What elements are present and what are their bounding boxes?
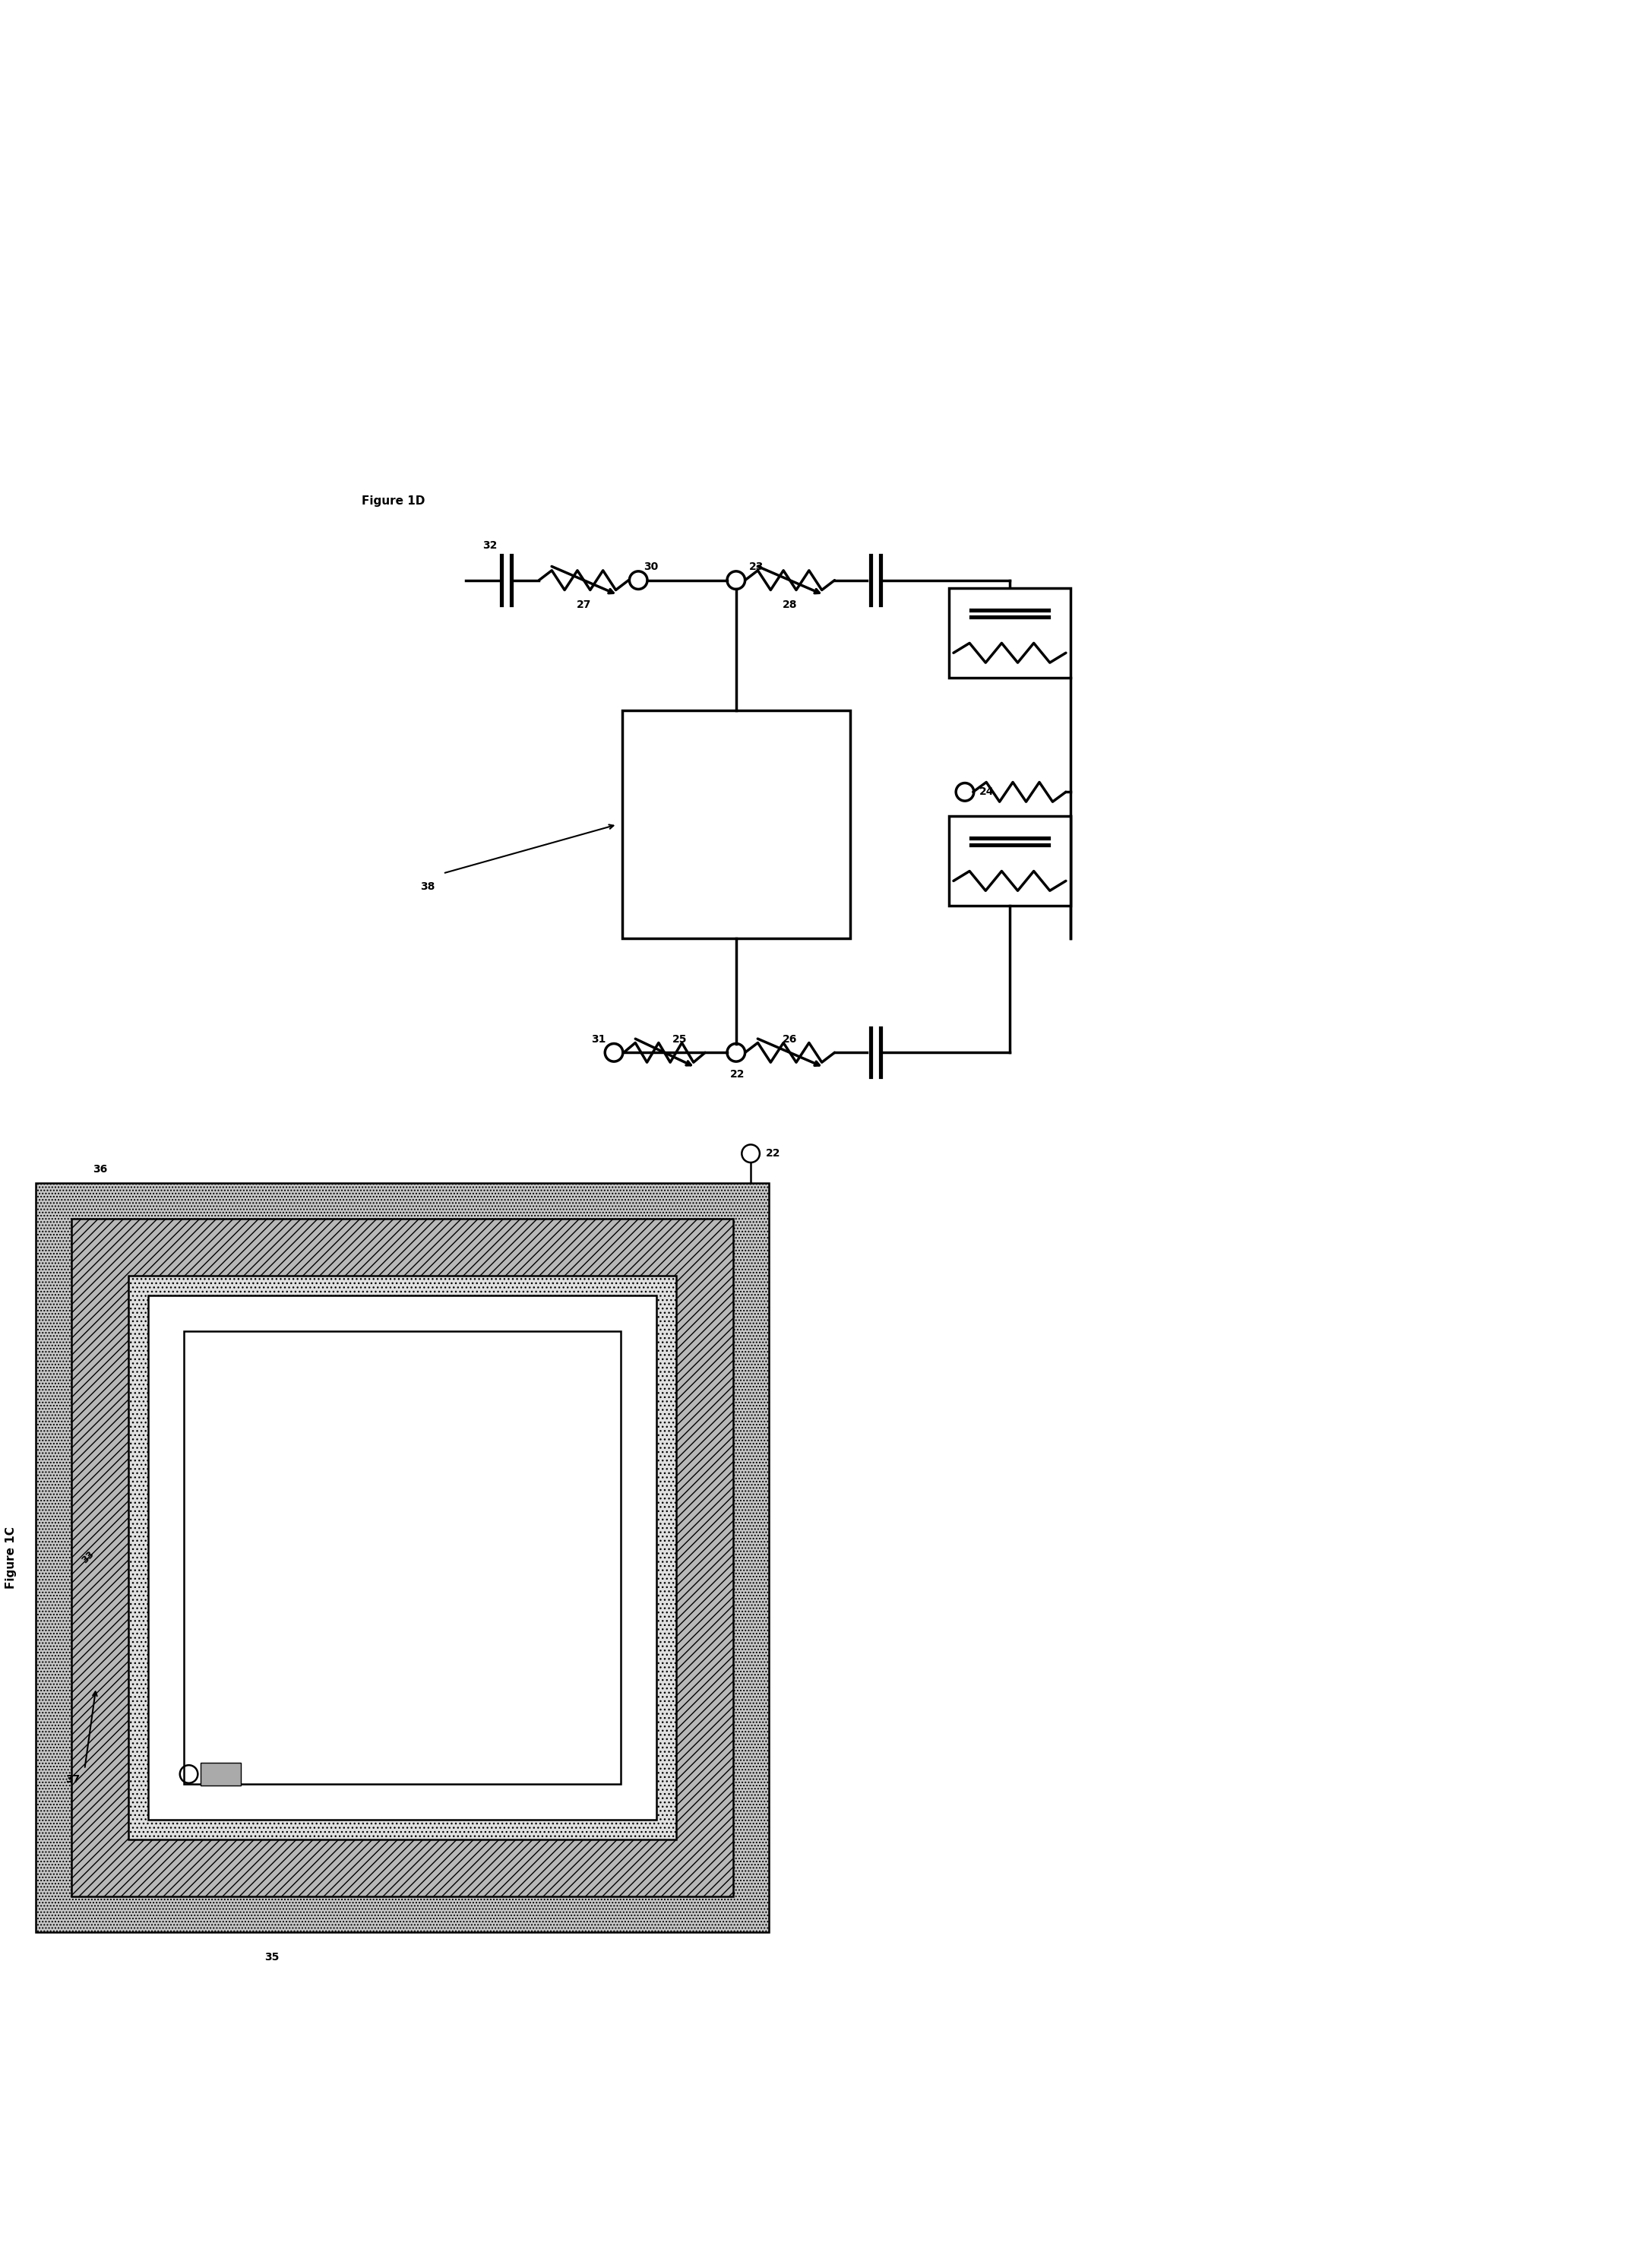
Text: 27: 27 [577,599,592,610]
Text: 36: 36 [93,1163,108,1175]
Text: 32: 32 [482,540,497,551]
Text: Figure 1C: Figure 1C [5,1526,16,1588]
Bar [129,1275,675,1839]
Text: 35: 35 [265,1953,280,1962]
Text: 31: 31 [592,1034,607,1046]
Text: 37: 37 [65,1774,80,1785]
Bar [149,1295,656,1819]
Text: 30: 30 [643,562,657,572]
Text: 26: 26 [783,1034,798,1046]
Text: 22: 22 [765,1148,780,1159]
Bar [199,1762,240,1785]
Bar [36,1184,768,1932]
Text: 23: 23 [190,1792,204,1803]
Text: Figure 1D: Figure 1D [361,494,425,508]
Bar [948,816,1071,905]
Text: 24: 24 [979,787,994,798]
Bar [621,710,850,939]
Text: 34: 34 [204,1742,219,1751]
Text: 22: 22 [731,1068,746,1080]
Text: 28: 28 [783,599,798,610]
Text: 23: 23 [749,562,764,572]
Text: 29: 29 [723,816,749,835]
Bar [72,1218,732,1896]
Text: 25: 25 [672,1034,687,1046]
Text: 38: 38 [420,882,435,891]
Bar [948,587,1071,678]
Bar [185,1331,620,1785]
Text: 33: 33 [80,1549,96,1565]
